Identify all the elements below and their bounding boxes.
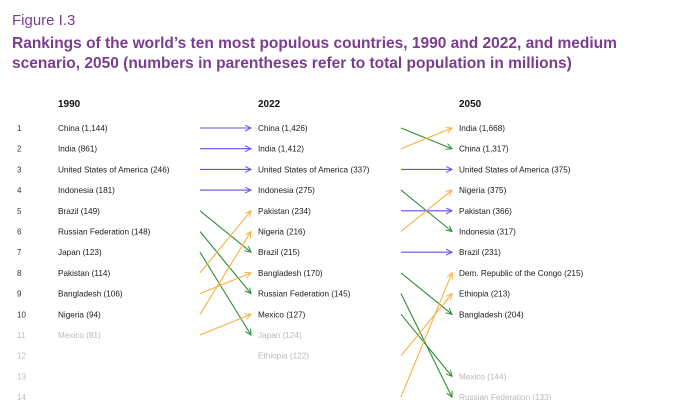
- column-2022: 2022 China (1,426) India (1,412) United Sta…: [258, 99, 370, 361]
- country-label: India (861): [58, 145, 97, 154]
- rank-change-arrow-up: [199, 314, 251, 336]
- country-label: Pakistan (366): [459, 207, 512, 216]
- country-label: Bangladesh (170): [258, 269, 323, 278]
- country-label: Japan (123): [58, 248, 102, 257]
- country-label: Brazil (215): [258, 248, 300, 257]
- rank-number: 1: [17, 124, 22, 133]
- rank-change-arrow-down: [400, 272, 452, 314]
- rank-number: 14: [17, 393, 26, 400]
- column-2050: 2050 India (1,668) China (1,317) United Sta…: [459, 99, 584, 400]
- country-label: Mexico (127): [258, 310, 306, 319]
- rank-change-arrow-up: [400, 128, 452, 150]
- ranking-columns: 1990 China (1,144) India (861) United State…: [58, 99, 584, 400]
- country-label: Pakistan (114): [58, 269, 110, 278]
- column-header: 1990: [58, 99, 81, 110]
- country-label: Russian Federation (148): [58, 228, 151, 237]
- rank-change-arrow-up: [199, 211, 251, 274]
- country-label: Bangladesh (204): [459, 310, 524, 319]
- rank-number: 8: [17, 269, 22, 278]
- rank-number: 2: [17, 145, 22, 154]
- country-label: Dem. Republic of the Congo (215): [459, 269, 584, 278]
- rank-number: 6: [17, 228, 22, 237]
- country-label: Nigeria (94): [58, 310, 101, 319]
- column-header: 2050: [459, 99, 482, 110]
- country-label: China (1,426): [258, 124, 308, 133]
- column-header: 2022: [258, 99, 281, 110]
- rank-number: 12: [17, 352, 26, 361]
- country-label: Japan (124): [258, 331, 302, 340]
- country-label: Russian Federation (133): [459, 393, 552, 400]
- rank-change-arrow-up: [400, 190, 452, 232]
- rank-change-arrow-up: [199, 232, 251, 315]
- country-label: India (1,668): [459, 124, 505, 133]
- rank-change-arrow-down: [199, 210, 251, 252]
- country-label: China (1,144): [58, 124, 108, 133]
- rank-change-arrow-up: [199, 273, 251, 295]
- country-label: Indonesia (181): [58, 186, 115, 195]
- column-1990: 1990 China (1,144) India (861) United State…: [58, 99, 170, 340]
- country-label: Mexico (81): [58, 331, 101, 340]
- country-label: Nigeria (216): [258, 228, 306, 237]
- country-label: India (1,412): [258, 145, 304, 154]
- rank-number: 13: [17, 372, 26, 381]
- figure-title: Rankings of the world’s ten most populou…: [12, 35, 617, 72]
- country-label: China (1,317): [459, 145, 509, 154]
- rank-change-arrow-down: [400, 313, 452, 376]
- arrows-layer: [199, 128, 452, 398]
- country-label: Indonesia (275): [258, 186, 315, 195]
- rank-number: 5: [17, 207, 22, 216]
- rank-number: 3: [17, 165, 22, 174]
- figure-label: Figure I.3: [12, 12, 76, 29]
- rank-number: 7: [17, 248, 22, 257]
- rank-change-arrow-up: [400, 294, 452, 357]
- country-label: United States of America (246): [58, 165, 170, 174]
- country-label: Nigeria (375): [459, 186, 507, 195]
- rank-change-arrow-down: [199, 231, 251, 294]
- rank-number: 11: [17, 331, 26, 340]
- rank-number: 10: [17, 310, 26, 319]
- country-label: Brazil (149): [58, 207, 100, 216]
- country-label: United States of America (375): [459, 165, 571, 174]
- country-label: Pakistan (234): [258, 207, 311, 216]
- country-label: Indonesia (317): [459, 228, 516, 237]
- country-label: Russian Federation (145): [258, 290, 351, 299]
- country-label: Bangladesh (106): [58, 290, 123, 299]
- country-label: Brazil (231): [459, 248, 501, 257]
- country-label: Ethiopia (122): [258, 352, 309, 361]
- country-label: Ethiopia (213): [459, 290, 510, 299]
- country-label: Mexico (144): [459, 372, 507, 381]
- rank-change-arrow-down: [199, 251, 251, 335]
- rank-change-arrow-up: [400, 273, 452, 398]
- rank-number: 4: [17, 186, 22, 195]
- rank-number: 9: [17, 290, 22, 299]
- country-label: United States of America (337): [258, 165, 370, 174]
